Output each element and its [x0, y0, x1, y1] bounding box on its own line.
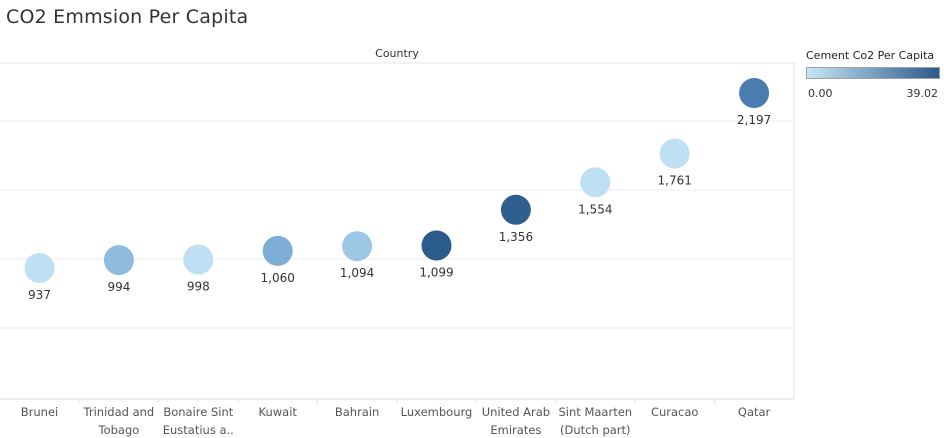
- x-axis-header: Country: [375, 47, 419, 60]
- legend-title: Cement Co2 Per Capita: [806, 49, 935, 62]
- x-tick-label: Trinidad and: [83, 405, 155, 419]
- data-label: 1,761: [658, 174, 692, 188]
- data-point[interactable]: [500, 194, 531, 225]
- data-point[interactable]: [183, 244, 214, 275]
- data-point[interactable]: [659, 138, 690, 169]
- data-label: 1,554: [578, 202, 612, 216]
- data-point[interactable]: [103, 245, 134, 276]
- x-tick-label: Eustatius a..: [163, 423, 234, 437]
- data-label: 1,099: [419, 266, 453, 280]
- x-tick-label: Kuwait: [258, 405, 297, 419]
- data-label: 994: [107, 280, 130, 294]
- data-label: 2,197: [737, 113, 771, 127]
- data-label: 1,356: [499, 230, 533, 244]
- x-tick-label: Tobago: [98, 423, 140, 437]
- x-tick-label: Sint Maarten: [559, 405, 633, 419]
- data-label: 1,060: [261, 271, 295, 285]
- x-tick-label: Brunei: [21, 405, 58, 419]
- x-tick-label: Curacao: [651, 405, 699, 419]
- data-point[interactable]: [262, 235, 293, 266]
- x-tick-label: Luxembourg: [401, 405, 473, 419]
- x-tick-label: United Arab: [482, 405, 550, 419]
- chart-title: CO2 Emmsion Per Capita: [6, 6, 249, 28]
- data-point[interactable]: [580, 167, 611, 198]
- x-tick-label: Bahrain: [335, 405, 379, 419]
- data-label: 998: [187, 280, 210, 294]
- x-tick-label: Bonaire Sint: [163, 405, 233, 419]
- x-tick-label: Qatar: [738, 405, 771, 419]
- x-tick-label: Emirates: [490, 423, 541, 437]
- data-point[interactable]: [342, 231, 373, 262]
- data-label: 1,094: [340, 266, 374, 280]
- legend-min-label: 0.00: [808, 87, 833, 100]
- color-legend-gradient: [806, 67, 940, 79]
- data-point[interactable]: [421, 230, 452, 261]
- data-point[interactable]: [24, 253, 55, 283]
- data-label: 937: [28, 288, 51, 302]
- legend-max-label: 39.02: [906, 87, 939, 100]
- x-tick-label: (Dutch part): [560, 423, 630, 437]
- data-point[interactable]: [739, 78, 770, 108]
